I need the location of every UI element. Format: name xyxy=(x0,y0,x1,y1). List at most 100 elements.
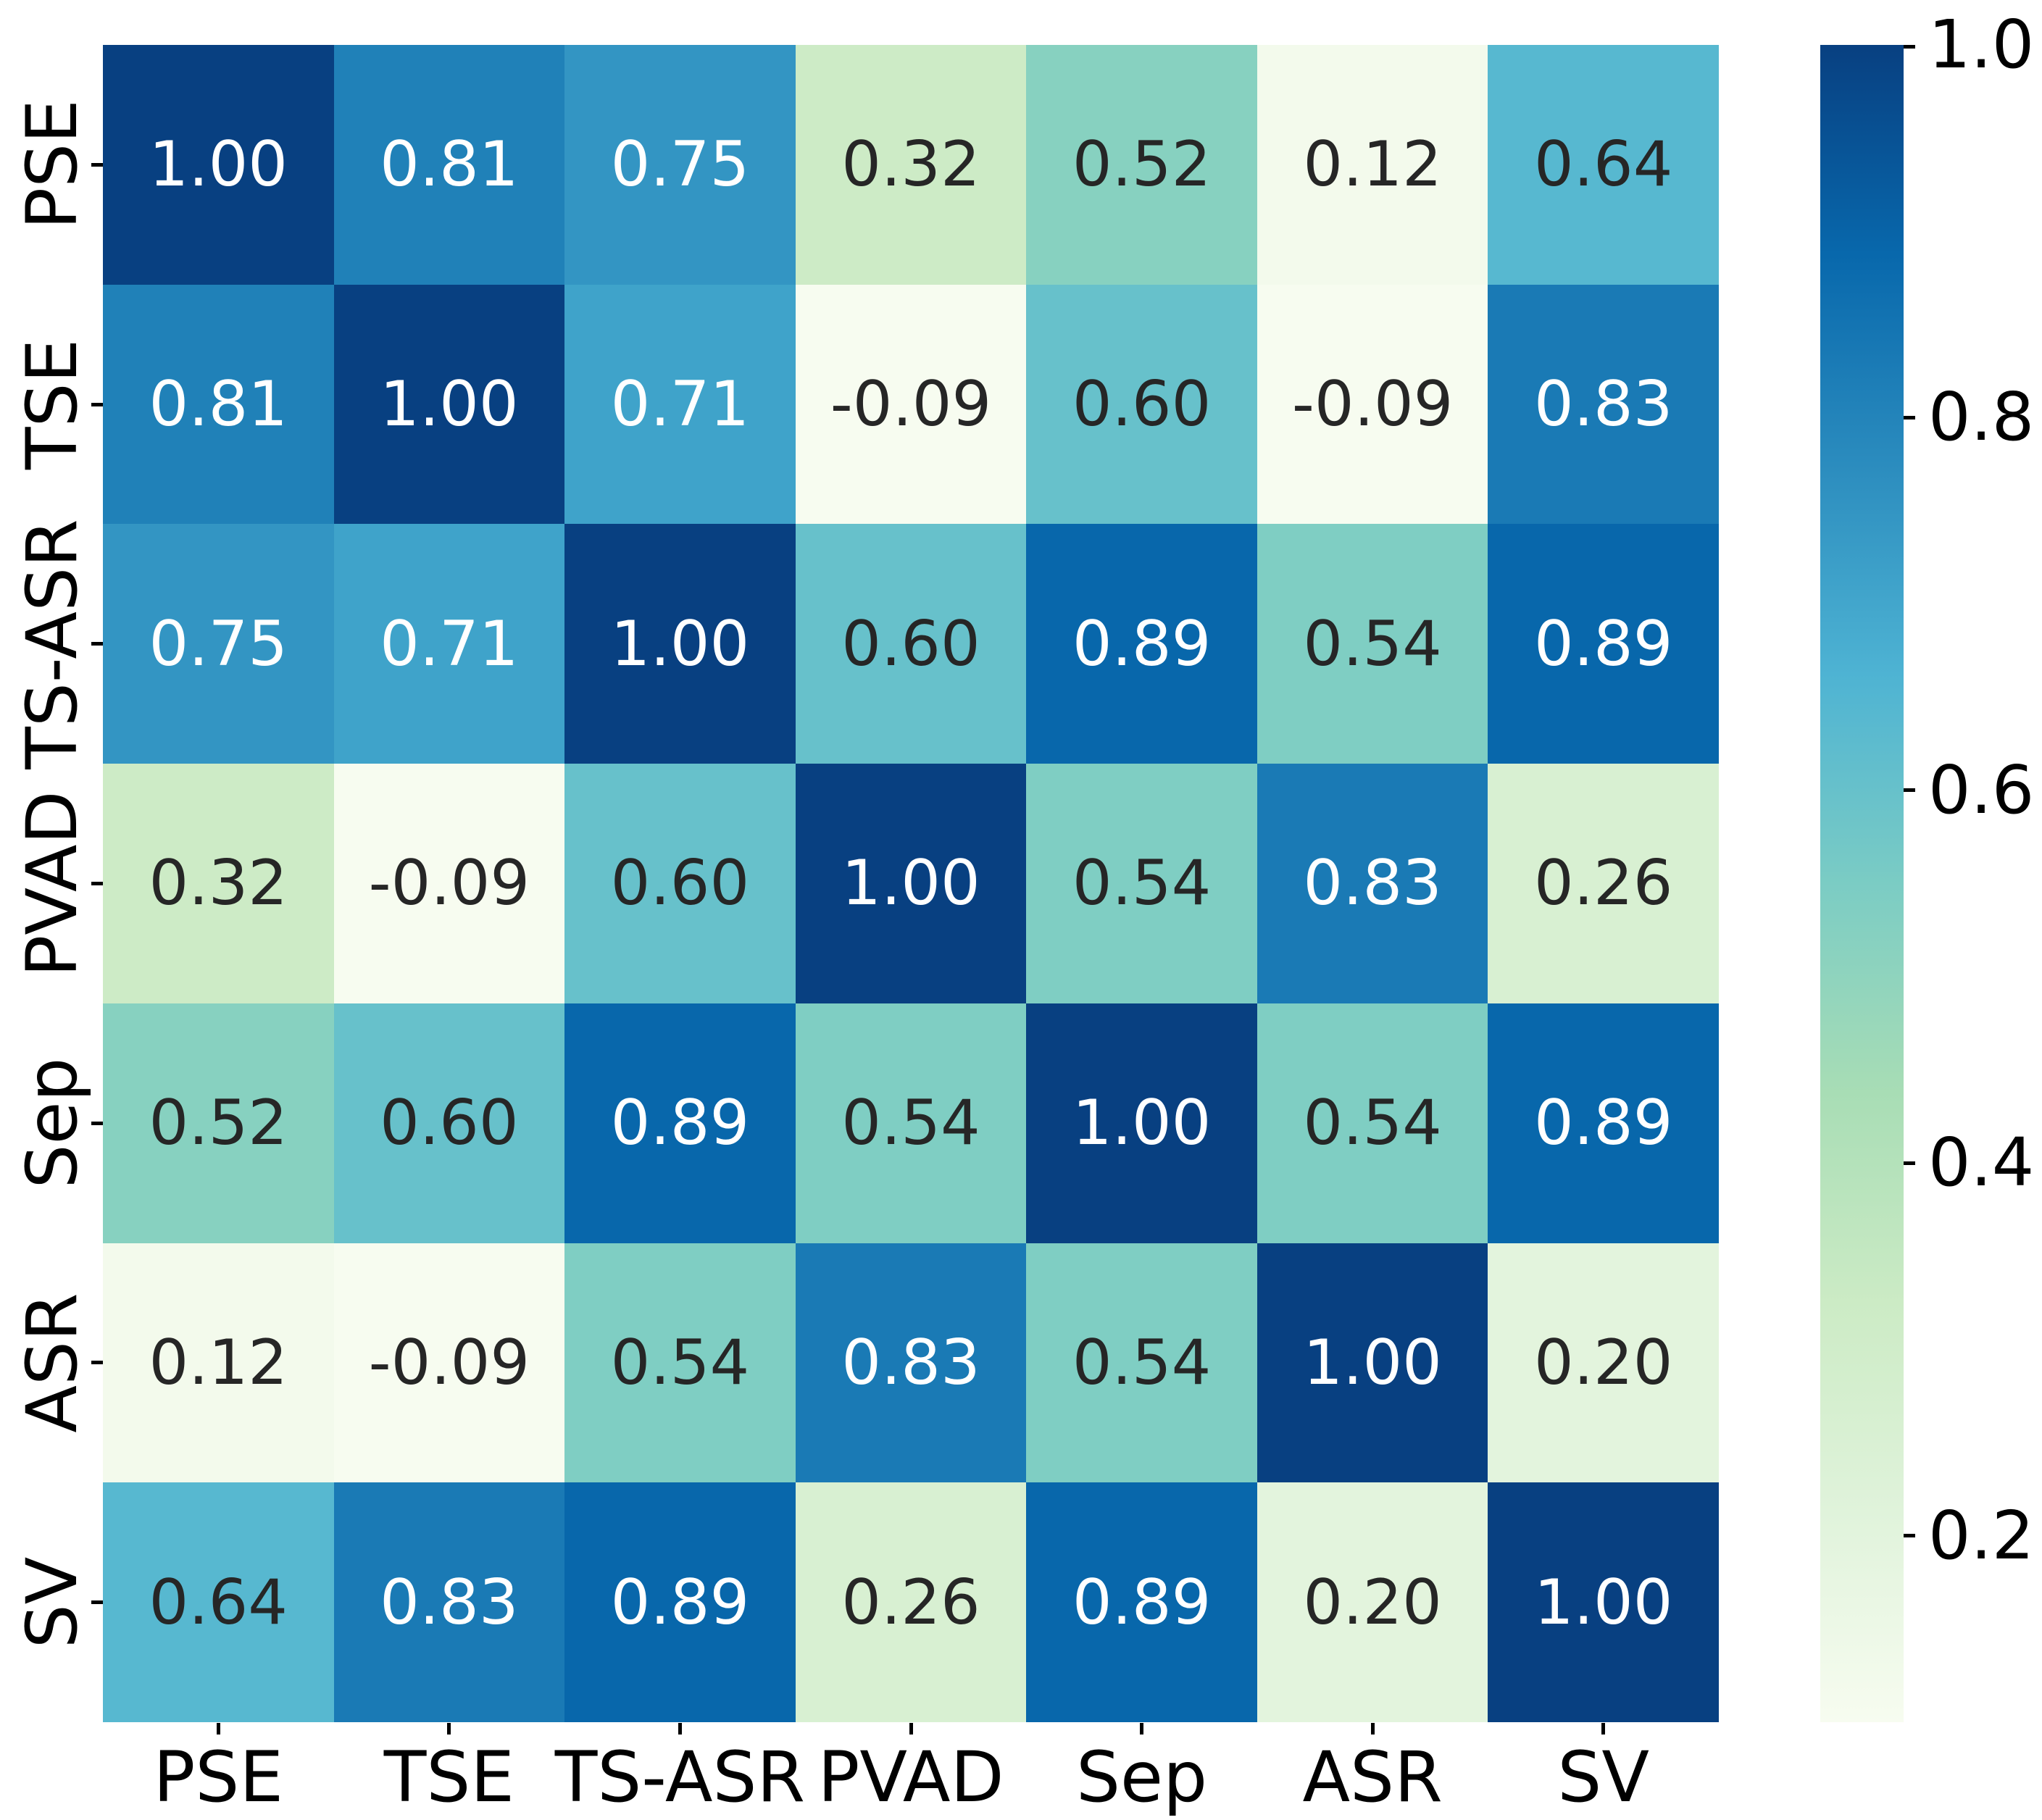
cell-value: 0.12 xyxy=(149,1326,288,1399)
colorbar-tick-label: 1.0 xyxy=(1928,6,2035,83)
cell-value: 0.60 xyxy=(380,1087,519,1160)
cell-value: 0.54 xyxy=(1303,1087,1442,1160)
cell-value: 0.60 xyxy=(1072,368,1212,441)
cell-value: 0.75 xyxy=(149,607,288,680)
x-axis-tick xyxy=(1601,1723,1606,1735)
cell-value: 0.75 xyxy=(610,128,750,201)
heatmap-cell: 0.54 xyxy=(1026,764,1257,1003)
y-axis-tick xyxy=(91,642,103,646)
heatmap-cell: 0.60 xyxy=(564,764,796,1003)
colorbar xyxy=(1820,45,1904,1722)
heatmap-cell: 0.81 xyxy=(103,284,334,525)
heatmap-cell: 0.89 xyxy=(1026,1482,1257,1722)
x-axis-tick xyxy=(447,1723,451,1735)
heatmap-cell: 0.12 xyxy=(103,1243,334,1483)
cell-value: 0.83 xyxy=(1533,368,1673,441)
y-axis-tick xyxy=(91,882,103,885)
cell-value: 0.12 xyxy=(1303,128,1442,201)
cell-value: 0.89 xyxy=(1072,1566,1212,1639)
heatmap-cell: 0.89 xyxy=(1488,1003,1719,1243)
heatmap-cell: 0.81 xyxy=(333,45,565,285)
cell-value: 0.54 xyxy=(1303,607,1442,680)
heatmap-grid: 1.00 0.81 0.75 0.32 0.52 0.12 0.64 0.81 1.00 0.71… xyxy=(103,45,1719,1722)
y-tick-label: TSE xyxy=(12,338,93,470)
heatmap-cell: 0.89 xyxy=(564,1482,796,1722)
cell-value: 0.60 xyxy=(841,607,980,680)
heatmap-cell: -0.09 xyxy=(333,1243,565,1483)
heatmap-cell: 0.75 xyxy=(103,524,334,764)
cell-value: 0.89 xyxy=(610,1087,750,1160)
colorbar-tick xyxy=(1904,1161,1915,1165)
cell-value: 0.81 xyxy=(380,128,519,201)
cell-value: 0.52 xyxy=(1072,128,1212,201)
heatmap-cell: 0.89 xyxy=(564,1003,796,1243)
x-axis-tick xyxy=(909,1723,913,1735)
heatmap-cell: 1.00 xyxy=(564,524,796,764)
x-axis-tick xyxy=(678,1723,682,1735)
cell-value: 1.00 xyxy=(1303,1326,1442,1399)
heatmap-cell: 0.26 xyxy=(1488,764,1719,1003)
x-axis-tick xyxy=(1140,1723,1144,1735)
cell-value: -0.09 xyxy=(830,368,992,441)
colorbar-tick xyxy=(1904,415,1915,419)
cell-value: 0.89 xyxy=(1533,607,1673,680)
y-tick-label: TS-ASR xyxy=(12,519,93,769)
y-tick-label: ASR xyxy=(12,1293,93,1433)
heatmap-cell: 0.32 xyxy=(795,45,1027,285)
cell-value: 0.83 xyxy=(841,1326,980,1399)
heatmap-cell: 1.00 xyxy=(795,764,1027,1003)
heatmap-cell: 0.54 xyxy=(564,1243,796,1483)
colorbar-gradient xyxy=(1820,45,1904,1722)
cell-value: 1.00 xyxy=(841,847,980,920)
cell-value: 0.32 xyxy=(149,847,288,920)
heatmap-cell: 0.64 xyxy=(1488,45,1719,285)
colorbar-tick-label: 0.6 xyxy=(1928,751,2035,829)
cell-value: 0.20 xyxy=(1303,1566,1442,1639)
cell-value: -0.09 xyxy=(1291,368,1454,441)
cell-value: 0.54 xyxy=(841,1087,980,1160)
y-axis-tick xyxy=(91,402,103,406)
heatmap-cell: 0.71 xyxy=(333,524,565,764)
cell-value: 0.83 xyxy=(1303,847,1442,920)
cell-value: 1.00 xyxy=(1072,1087,1212,1160)
heatmap-cell: 0.20 xyxy=(1488,1243,1719,1483)
heatmap-cell: 0.83 xyxy=(333,1482,565,1722)
heatmap-cell: 0.89 xyxy=(1488,524,1719,764)
heatmap-cell: 1.00 xyxy=(1488,1482,1719,1722)
colorbar-tick xyxy=(1904,45,1915,49)
cell-value: 0.54 xyxy=(1072,847,1212,920)
cell-value: 1.00 xyxy=(380,368,519,441)
colorbar-tick xyxy=(1904,788,1915,793)
cell-value: 0.20 xyxy=(1533,1326,1673,1399)
y-tick-label: PVAD xyxy=(12,790,93,977)
y-axis-tick xyxy=(91,1361,103,1365)
heatmap-cell: 0.64 xyxy=(103,1482,334,1722)
heatmap-cell: 1.00 xyxy=(1026,1003,1257,1243)
heatmap-cell: 0.83 xyxy=(1257,764,1488,1003)
heatmap-cell: 0.60 xyxy=(333,1003,565,1243)
cell-value: -0.09 xyxy=(368,847,530,920)
cell-value: 0.54 xyxy=(1072,1326,1212,1399)
cell-value: 0.32 xyxy=(841,128,980,201)
cell-value: 0.54 xyxy=(610,1326,750,1399)
cell-value: 0.89 xyxy=(1533,1087,1673,1160)
heatmap-cell: 0.26 xyxy=(795,1482,1027,1722)
heatmap-cell: 1.00 xyxy=(103,45,334,285)
cell-value: 0.89 xyxy=(1072,607,1212,680)
heatmap-cell: 0.12 xyxy=(1257,45,1488,285)
heatmap-cell: 0.71 xyxy=(564,284,796,525)
heatmap-cell: -0.09 xyxy=(795,284,1027,525)
colorbar-tick-label: 0.8 xyxy=(1928,378,2035,456)
x-tick-label: Sep xyxy=(1076,1737,1208,1818)
colorbar-tick-label: 0.4 xyxy=(1928,1124,2035,1202)
heatmap-cell: 0.54 xyxy=(1257,524,1488,764)
heatmap-cell: -0.09 xyxy=(1257,284,1488,525)
x-tick-label: TS-ASR xyxy=(554,1737,806,1818)
cell-value: 1.00 xyxy=(610,607,750,680)
y-axis-tick xyxy=(91,162,103,167)
heatmap-cell: 0.54 xyxy=(1026,1243,1257,1483)
y-tick-label: SV xyxy=(12,1556,93,1648)
heatmap-cell: 0.89 xyxy=(1026,524,1257,764)
cell-value: 0.64 xyxy=(1533,128,1673,201)
